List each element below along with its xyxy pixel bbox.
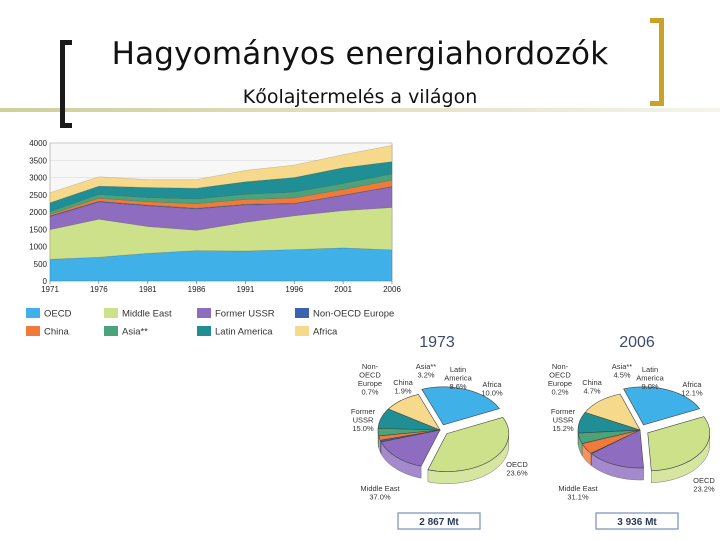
pie-label: Non- — [552, 362, 569, 371]
pie-slice-former-ussr — [590, 429, 644, 469]
pie-2006-total: 3 936 Mt — [617, 517, 657, 528]
legend-swatch — [197, 308, 211, 318]
x-tick-label: 1971 — [41, 285, 59, 294]
pie-slice-middle-east — [647, 416, 711, 472]
legend-label: Asia** — [122, 327, 148, 338]
legend-label: Africa — [313, 327, 338, 338]
pie-label: Asia** — [612, 362, 633, 371]
pie-label: 23.6% — [506, 469, 528, 478]
y-tick-label: 1500 — [29, 225, 47, 234]
legend-label: Latin America — [215, 327, 273, 338]
pie-label: 37.0% — [369, 493, 391, 502]
legend-label: China — [44, 327, 70, 338]
area-series-former-ussr — [49, 186, 393, 231]
pie-label: OECD — [359, 371, 381, 380]
y-tick-label: 2000 — [29, 208, 47, 217]
pie-slice-africa — [584, 393, 641, 431]
pie-label: OECD — [549, 371, 571, 380]
legend-swatch — [104, 326, 118, 336]
legend-label: Non-OECD Europe — [313, 309, 394, 320]
pie-label: Africa — [682, 380, 702, 389]
pie-label: 15.0% — [352, 424, 374, 433]
pie-label: 9.0% — [641, 382, 658, 391]
pie-label: 15.2% — [552, 424, 574, 433]
legend-label: OECD — [44, 309, 72, 320]
pie-1973-total: 2 867 Mt — [419, 517, 459, 528]
area-series-middle-east — [49, 207, 393, 260]
legend-swatch — [26, 308, 40, 318]
pie-1973-title: 1973 — [419, 334, 455, 351]
legend-label: Middle East — [122, 309, 172, 320]
pie-2006-total-box — [595, 512, 679, 530]
pie-label: Latin — [450, 365, 466, 374]
pie-slice-oecd — [623, 386, 701, 426]
left-bracket-decoration — [60, 40, 72, 128]
area-series-africa — [49, 145, 393, 203]
y-tick-label: 4000 — [29, 139, 47, 148]
legend-swatch — [295, 326, 309, 336]
pie-2006-title: 2006 — [619, 334, 655, 351]
pie-slice-oecd — [421, 386, 500, 426]
pie-label: 0.2% — [551, 388, 568, 397]
pie-label: OECD — [506, 460, 528, 469]
x-tick-label: 2006 — [383, 285, 401, 294]
pie-slice-africa — [387, 394, 441, 431]
area-series-asia- — [49, 173, 393, 215]
pie-label: 4.7% — [583, 387, 600, 396]
slide-subtitle: Kőolajtermelés a világon — [242, 86, 478, 108]
pie-label: 3.2% — [417, 371, 434, 380]
pie-1973-total-box — [397, 512, 481, 530]
pie-label: USSR — [553, 416, 574, 425]
legend-swatch — [295, 308, 309, 318]
area-series-china — [49, 179, 393, 217]
pie-label: Former — [551, 407, 576, 416]
legend-swatch — [104, 308, 118, 318]
x-tick-label: 1996 — [285, 285, 303, 294]
x-tick-label: 1991 — [237, 285, 255, 294]
pie-label: USSR — [353, 416, 374, 425]
y-tick-label: 0 — [43, 277, 48, 286]
pie-label: Asia** — [416, 362, 437, 371]
pie-label: 8.6% — [449, 382, 466, 391]
decorative-rule — [0, 108, 720, 112]
pie-label: 4.5% — [613, 371, 630, 380]
y-tick-label: 500 — [34, 260, 48, 269]
x-tick-label: 2001 — [334, 285, 352, 294]
y-tick-label: 2500 — [29, 191, 47, 200]
x-tick-label: 1981 — [139, 285, 157, 294]
pie-label: Europe — [358, 379, 382, 388]
y-tick-label: 1000 — [29, 243, 47, 252]
pie-label: China — [393, 378, 413, 387]
pie-label: Middle East — [360, 484, 400, 493]
area-series-non-oecd-europe — [49, 186, 393, 217]
pie-label: Middle East — [558, 484, 598, 493]
pie-label: 0.7% — [361, 388, 378, 397]
pie-label: 23.2% — [693, 485, 715, 494]
pie-label: Latin — [642, 365, 658, 374]
pie-label: America — [444, 374, 472, 383]
pie-label: 1.9% — [394, 387, 411, 396]
y-tick-label: 3000 — [29, 174, 47, 183]
x-tick-label: 1976 — [90, 285, 108, 294]
legend-swatch — [26, 326, 40, 336]
pie-label: Africa — [482, 380, 502, 389]
legend-label: Former USSR — [215, 309, 275, 320]
slide-title: Hagyományos energiahordozók — [111, 36, 609, 72]
right-bracket-decoration — [650, 18, 664, 106]
y-tick-label: 3500 — [29, 156, 47, 165]
pie-slice-middle-east — [427, 416, 510, 472]
legend-swatch — [197, 326, 211, 336]
pie-label: Non- — [362, 362, 379, 371]
pie-label: 10.0% — [481, 389, 503, 398]
pie-label: 31.1% — [567, 493, 589, 502]
pie-label: Former — [351, 407, 376, 416]
x-tick-label: 1986 — [188, 285, 206, 294]
pie-label: OECD — [693, 476, 715, 485]
pie-label: America — [636, 374, 664, 383]
pie-label: Europe — [548, 379, 572, 388]
pie-label: China — [582, 378, 602, 387]
pie-label: 12.1% — [681, 389, 703, 398]
